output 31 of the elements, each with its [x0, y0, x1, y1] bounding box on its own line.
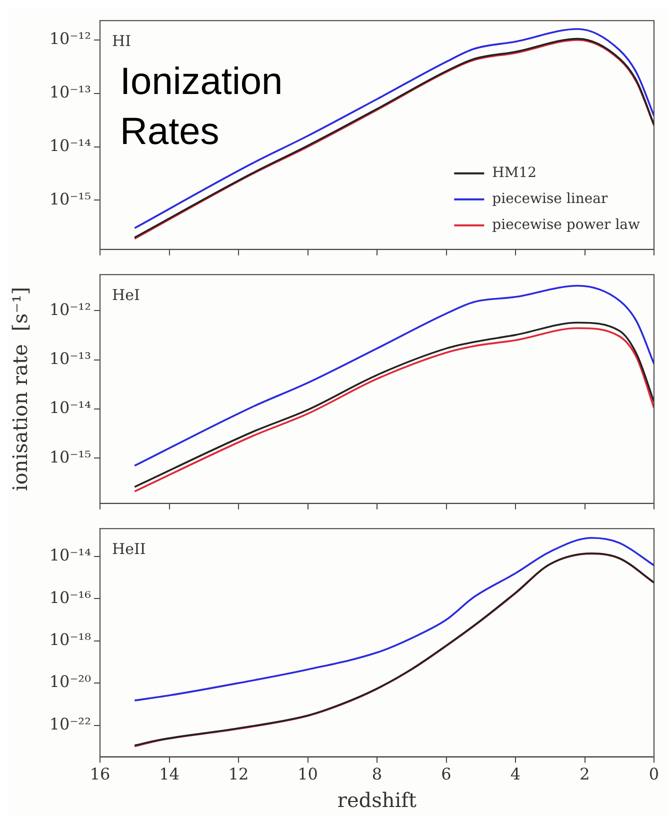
y-tick-label: 10⁻¹⁴ — [49, 546, 91, 565]
y-tick-label: 10⁻²⁰ — [49, 672, 91, 692]
x-tick-label: 10 — [298, 764, 318, 784]
y-tick-label: 10⁻¹⁵ — [49, 189, 91, 208]
y-tick-label: 10⁻¹⁶ — [49, 588, 91, 607]
x-tick-label: 0 — [648, 764, 660, 784]
x-tick-label: 12 — [228, 764, 249, 784]
x-tick-label: 16 — [90, 764, 110, 784]
legend-label: piecewise power law — [492, 217, 640, 234]
y-tick-label: 10⁻¹⁸ — [49, 630, 91, 650]
annotation: HI — [112, 32, 132, 50]
y-axis-title: ionisation rate [s⁻¹] — [8, 286, 32, 492]
legend-label: HM12 — [492, 165, 537, 182]
x-tick-label: 8 — [372, 764, 382, 784]
y-tick-label: 10⁻¹² — [49, 300, 91, 319]
annotation: HeI — [112, 286, 140, 304]
x-axis-title: redshift — [337, 788, 417, 812]
y-tick-label: 10⁻²² — [49, 714, 91, 734]
y-tick-label: 10⁻¹³ — [49, 348, 91, 368]
x-tick-label: 2 — [580, 764, 590, 784]
y-tick-label: 10⁻¹⁵ — [49, 447, 91, 466]
x-tick-label: 4 — [510, 764, 521, 784]
y-tick-label: 10⁻¹⁴ — [49, 136, 91, 155]
x-tick-label: 14 — [159, 764, 180, 784]
y-tick-label: 10⁻¹² — [49, 29, 91, 48]
text: Ionization Rates — [120, 61, 283, 154]
x-tick-label: 6 — [441, 764, 452, 784]
annotation: HeII — [112, 540, 146, 558]
y-tick-label: 10⁻¹⁴ — [49, 398, 91, 418]
y-tick-label: 10⁻¹³ — [49, 82, 91, 102]
legend-label: piecewise linear — [492, 191, 608, 208]
